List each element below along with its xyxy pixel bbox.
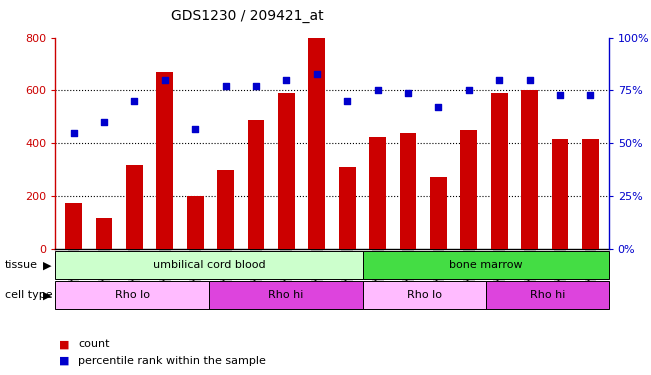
Bar — [551, 140, 568, 249]
Bar — [217, 170, 234, 249]
Point — [403, 90, 413, 96]
Bar — [486, 281, 609, 309]
Bar — [369, 137, 386, 249]
Point — [312, 70, 322, 76]
Text: Rho lo: Rho lo — [115, 290, 150, 300]
Bar — [400, 133, 417, 249]
Text: Rho hi: Rho hi — [268, 290, 303, 300]
Text: count: count — [78, 339, 109, 349]
Bar — [582, 140, 599, 249]
Bar — [278, 93, 295, 249]
Bar — [339, 167, 355, 249]
Point — [221, 83, 231, 89]
Bar — [55, 281, 209, 309]
Point — [159, 77, 170, 83]
Text: Rho lo: Rho lo — [407, 290, 442, 300]
Bar — [460, 130, 477, 249]
Text: bone marrow: bone marrow — [449, 260, 523, 270]
Point — [99, 119, 109, 125]
Point — [433, 104, 443, 110]
Text: ■: ■ — [59, 356, 69, 366]
Bar — [363, 251, 609, 279]
Text: ▶: ▶ — [42, 260, 51, 270]
Text: tissue: tissue — [5, 260, 38, 270]
Bar — [156, 72, 173, 249]
Point — [464, 87, 474, 93]
Bar — [209, 281, 363, 309]
Text: umbilical cord blood: umbilical cord blood — [153, 260, 266, 270]
Bar — [363, 281, 486, 309]
Bar — [187, 196, 204, 249]
Text: Rho hi: Rho hi — [529, 290, 565, 300]
Point — [494, 77, 505, 83]
Point — [68, 130, 79, 136]
Bar — [96, 217, 113, 249]
Text: ■: ■ — [59, 339, 69, 349]
Point — [251, 83, 261, 89]
Bar — [126, 165, 143, 249]
Point — [342, 98, 352, 104]
Bar — [430, 177, 447, 249]
Point — [129, 98, 139, 104]
Text: cell type: cell type — [5, 290, 53, 300]
Text: percentile rank within the sample: percentile rank within the sample — [78, 356, 266, 366]
Text: ▶: ▶ — [42, 290, 51, 300]
Point — [372, 87, 383, 93]
Point — [281, 77, 292, 83]
Bar — [65, 203, 82, 249]
Point — [190, 126, 201, 132]
Point — [585, 92, 596, 98]
Text: GDS1230 / 209421_at: GDS1230 / 209421_at — [171, 9, 324, 23]
Bar — [491, 93, 508, 249]
Bar — [521, 90, 538, 249]
Bar — [55, 251, 363, 279]
Bar — [247, 120, 264, 249]
Point — [555, 92, 565, 98]
Bar — [309, 38, 325, 249]
Point — [525, 77, 535, 83]
